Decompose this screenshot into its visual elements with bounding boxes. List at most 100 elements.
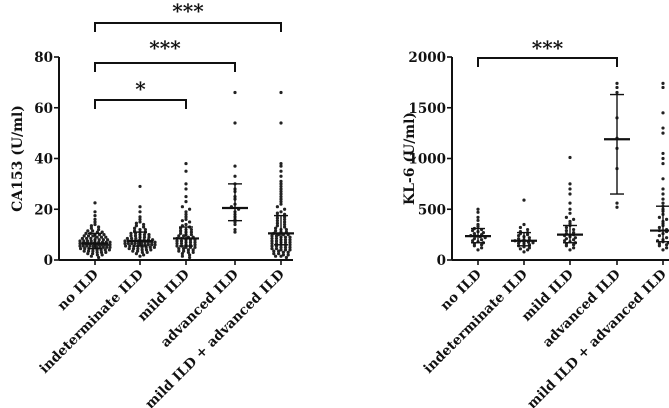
data-point — [568, 182, 572, 186]
data-point — [101, 238, 105, 242]
data-point — [274, 234, 279, 238]
data-point — [275, 221, 279, 225]
y-tick-label: 60 — [34, 101, 53, 117]
data-point — [568, 211, 572, 215]
data-point — [186, 250, 190, 254]
data-point — [104, 235, 108, 239]
data-point — [193, 245, 197, 249]
significance-bracket — [94, 62, 236, 72]
data-point — [177, 234, 181, 238]
significance-label: *** — [532, 36, 564, 60]
y-tick-label: 0 — [44, 253, 53, 269]
data-point — [471, 228, 475, 233]
data-point — [661, 81, 665, 85]
data-point — [138, 210, 142, 214]
data-point — [272, 249, 276, 253]
data-point — [279, 200, 283, 204]
data-point — [615, 201, 619, 205]
data-point — [476, 248, 480, 252]
data-point — [152, 245, 156, 249]
data-point — [82, 234, 86, 238]
data-point — [81, 244, 85, 248]
data-point — [105, 245, 109, 249]
data-point — [80, 236, 84, 241]
data-point — [283, 225, 287, 229]
data-point — [279, 189, 283, 194]
data-point — [522, 198, 526, 202]
data-point — [572, 217, 576, 221]
data-point — [270, 244, 274, 248]
data-point — [572, 243, 576, 247]
data-point — [124, 244, 128, 248]
data-point — [531, 241, 535, 245]
data-point — [184, 212, 188, 216]
data-point — [130, 241, 134, 246]
data-point — [82, 239, 86, 243]
data-point — [150, 243, 154, 247]
data-point — [277, 252, 281, 256]
data-point — [527, 236, 532, 240]
data-point — [142, 253, 146, 257]
data-point — [127, 246, 131, 251]
data-point — [480, 243, 484, 247]
data-point — [184, 169, 188, 173]
data-point — [101, 245, 105, 249]
data-point — [188, 240, 193, 244]
data-point — [568, 248, 572, 252]
data-point — [134, 236, 138, 241]
data-point — [283, 222, 287, 227]
data-point — [153, 240, 157, 244]
data-point — [189, 227, 193, 232]
data-point — [279, 194, 283, 199]
data-point — [93, 201, 97, 205]
data-point — [657, 225, 662, 230]
data-point — [657, 234, 662, 238]
data-point — [288, 243, 292, 247]
data-point — [661, 177, 665, 181]
data-point — [288, 235, 292, 239]
data-point — [95, 250, 99, 254]
data-point — [182, 249, 186, 253]
data-point — [83, 246, 87, 251]
data-point — [142, 233, 147, 237]
data-point — [270, 246, 274, 251]
data-point — [89, 226, 93, 230]
data-point — [184, 182, 188, 186]
data-point — [179, 241, 184, 246]
data-point — [572, 227, 576, 232]
data-point — [277, 249, 281, 253]
data-point — [517, 237, 521, 241]
data-point — [279, 182, 283, 186]
data-point — [85, 239, 90, 243]
data-point — [522, 250, 526, 254]
data-point — [179, 239, 184, 243]
data-point — [86, 229, 90, 233]
data-point — [184, 215, 188, 219]
data-point — [102, 233, 106, 237]
significance-label: *** — [149, 36, 181, 60]
data-point — [279, 197, 283, 201]
data-point — [148, 245, 152, 249]
data-point — [572, 246, 576, 250]
data-point — [665, 243, 669, 247]
data-point — [97, 225, 101, 229]
data-point — [125, 236, 129, 241]
data-point — [191, 248, 195, 252]
data-point — [279, 184, 283, 189]
data-point — [188, 207, 192, 211]
data-point — [186, 248, 190, 252]
data-point — [279, 179, 283, 183]
data-point — [131, 249, 135, 253]
data-point — [665, 217, 669, 221]
data-point — [279, 169, 283, 173]
data-point — [138, 217, 142, 221]
data-point — [138, 205, 142, 209]
data-point — [518, 247, 523, 251]
data-point — [86, 249, 91, 253]
data-point — [140, 250, 144, 254]
data-point — [126, 241, 130, 246]
data-point — [275, 211, 279, 215]
data-point — [147, 235, 151, 239]
data-point — [288, 245, 292, 249]
